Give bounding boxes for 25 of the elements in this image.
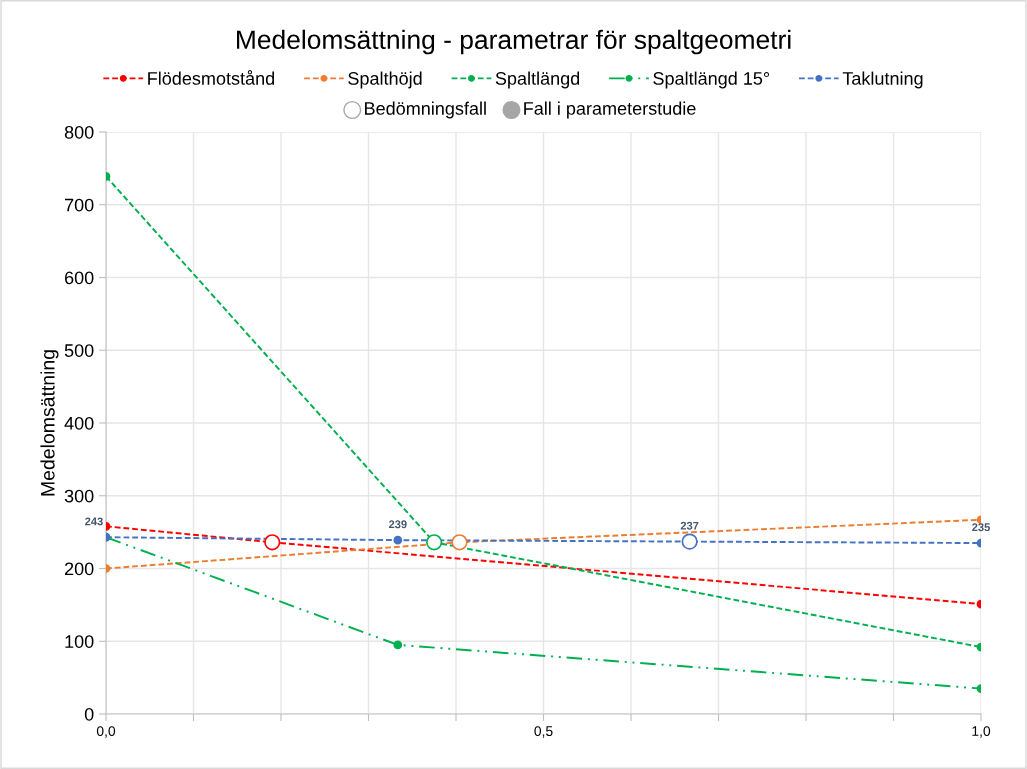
data-label: 235 — [972, 523, 990, 532]
y-tick-label: 100 — [65, 635, 94, 648]
y-tick-label: 400 — [64, 416, 94, 430]
legend-label: Spalthöjd — [348, 71, 422, 89]
x-tick-label: 0,5 — [534, 726, 553, 738]
data-label: 239 — [388, 520, 407, 529]
legend-label: Spaltlängd 15° — [653, 71, 770, 89]
legend-label: Spaltlängd — [495, 71, 580, 89]
legend-label: Flödesmotstånd — [148, 70, 275, 85]
data-label: 237 — [680, 521, 699, 530]
y-tick-label: 0 — [84, 707, 94, 721]
y-tick-label: 700 — [65, 198, 94, 212]
y-tick-label: 800 — [64, 125, 94, 139]
data-label: 243 — [85, 517, 103, 526]
y-tick-label: 600 — [64, 271, 94, 285]
x-tick-label: 1,0 — [972, 726, 991, 738]
y-tick-label: 500 — [64, 344, 94, 357]
y-axis-title: Medelomsättning — [40, 350, 59, 496]
text: Fall i parameterstudie — [524, 101, 696, 119]
legend-label: Taklutning — [842, 71, 923, 89]
chart-title: Medelomsättning - parametrar för spaltgeometri — [237, 29, 791, 55]
y-tick-label: 200 — [64, 562, 94, 576]
text: Bedömningsfall — [365, 101, 486, 119]
x-tick-label: 0,0 — [96, 726, 116, 738]
y-tick-label: 300 — [64, 489, 94, 503]
